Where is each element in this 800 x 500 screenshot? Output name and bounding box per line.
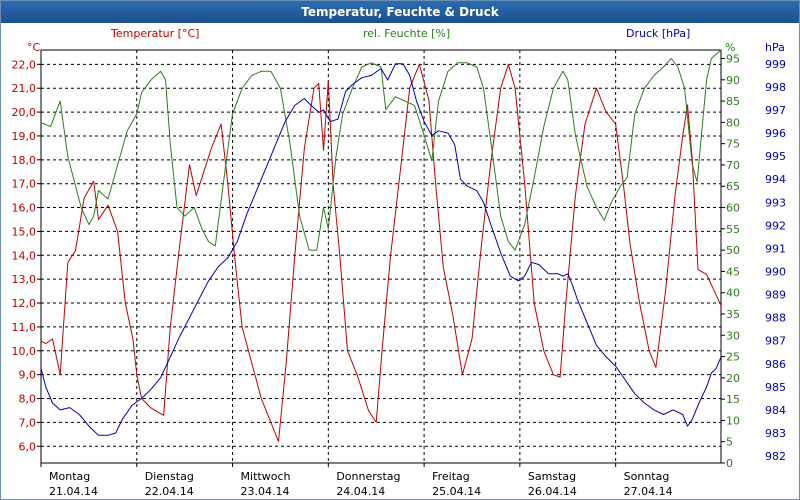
humidity-tick-label: 45 xyxy=(726,265,740,278)
pressure-tick-label: 994 xyxy=(765,173,786,186)
pressure-tick-label: 991 xyxy=(765,242,786,255)
humidity-tick-label: 65 xyxy=(726,180,740,193)
pressure-tick-label: 995 xyxy=(765,150,786,163)
temperature-tick-label: 12,0 xyxy=(12,297,37,310)
pressure-tick-label: 988 xyxy=(765,312,786,325)
humidity-tick-label: 80 xyxy=(726,116,740,129)
humidity-tick-label: 5 xyxy=(726,436,733,449)
humidity-tick-label: 70 xyxy=(726,159,740,172)
x-tick-day-label: Dienstag xyxy=(145,470,194,483)
pressure-tick-label: 990 xyxy=(765,265,786,278)
humidity-tick-label: 95 xyxy=(726,53,740,66)
humidity-tick-label: 90 xyxy=(726,74,740,87)
window-title: Temperatur, Feuchte & Druck xyxy=(1,1,799,23)
chart-series xyxy=(40,49,722,442)
pressure-tick-label: 999 xyxy=(765,58,786,71)
x-tick-day-label: Montag xyxy=(49,470,90,483)
temperature-tick-label: 18,0 xyxy=(12,154,37,167)
humidity-unit: % xyxy=(725,41,735,54)
humidity-tick-label: 15 xyxy=(726,393,740,406)
x-tick-day-label: Samstag xyxy=(528,470,576,483)
pressure-unit: hPa xyxy=(765,41,785,54)
chart-axes: 6,0 7,0 8,0 9,0 10,0 11,0 12,0 13,0 14,0 15,0 16,0… xyxy=(12,53,787,498)
pressure-tick-label: 983 xyxy=(765,427,786,440)
temperature-tick-label: 10,0 xyxy=(12,345,37,358)
temperature-tick-label: 16,0 xyxy=(12,202,37,215)
chart-background xyxy=(1,23,799,499)
temperature-tick-label: 20,0 xyxy=(12,106,37,119)
temperature-tick-label: 6,0 xyxy=(19,440,37,453)
pressure-tick-label: 992 xyxy=(765,219,786,232)
x-tick-date-label: 26.04.14 xyxy=(528,485,577,498)
humidity-tick-label: 60 xyxy=(726,202,740,215)
x-tick-day-label: Mittwoch xyxy=(241,470,291,483)
humidity-tick-label: 35 xyxy=(726,308,740,321)
pressure-tick-label: 996 xyxy=(765,127,786,140)
humidity-tick-label: 50 xyxy=(726,244,740,257)
pressure-axis-title: Druck [hPa] xyxy=(626,27,690,40)
humidity-tick-label: 30 xyxy=(726,329,740,342)
x-tick-date-label: 23.04.14 xyxy=(241,485,290,498)
x-tick-date-label: 21.04.14 xyxy=(49,485,98,498)
pressure-tick-label: 997 xyxy=(765,104,786,117)
weather-chart: 6,0 7,0 8,0 9,0 10,0 11,0 12,0 13,0 14,0 15,0 16,0… xyxy=(1,23,799,499)
temperature-tick-label: 8,0 xyxy=(19,393,37,406)
x-tick-date-label: 27.04.14 xyxy=(624,485,673,498)
temperature-tick-label: 13,0 xyxy=(12,273,37,286)
humidity-tick-label: 55 xyxy=(726,223,740,236)
temperature-tick-label: 22,0 xyxy=(12,58,37,71)
pressure-tick-label: 989 xyxy=(765,289,786,302)
humidity-tick-label: 0 xyxy=(726,457,733,470)
pressure-tick-label: 998 xyxy=(765,81,786,94)
x-tick-date-label: 25.04.14 xyxy=(432,485,481,498)
temperature-tick-label: 17,0 xyxy=(12,178,37,191)
humidity-tick-label: 25 xyxy=(726,351,740,364)
temperature-tick-label: 7,0 xyxy=(19,416,37,429)
temperature-tick-label: 9,0 xyxy=(19,369,37,382)
x-tick-date-label: 22.04.14 xyxy=(145,485,194,498)
humidity-tick-label: 85 xyxy=(726,95,740,108)
pressure-tick-label: 987 xyxy=(765,335,786,348)
temperature-unit: °C xyxy=(27,41,41,54)
temperature-tick-label: 21,0 xyxy=(12,82,37,95)
series-line-pressure xyxy=(40,63,722,436)
x-tick-date-label: 24.04.14 xyxy=(336,485,385,498)
pressure-tick-label: 982 xyxy=(765,450,786,463)
temperature-tick-label: 14,0 xyxy=(12,249,37,262)
pressure-tick-label: 993 xyxy=(765,196,786,209)
temperature-tick-label: 11,0 xyxy=(12,321,37,334)
chart-grid xyxy=(40,49,722,464)
pressure-tick-label: 984 xyxy=(765,404,786,417)
x-tick-day-label: Freitag xyxy=(432,470,470,483)
pressure-tick-label: 985 xyxy=(765,381,786,394)
x-tick-day-label: Donnerstag xyxy=(336,470,400,483)
temperature-tick-label: 15,0 xyxy=(12,225,37,238)
humidity-tick-label: 20 xyxy=(726,372,740,385)
x-tick-day-label: Sonntag xyxy=(624,470,670,483)
plot-frame xyxy=(40,49,722,464)
humidity-tick-label: 40 xyxy=(726,287,740,300)
humidity-tick-label: 75 xyxy=(726,138,740,151)
humidity-axis-title: rel. Feuchte [%] xyxy=(363,27,450,40)
series-line-humidity xyxy=(40,49,722,251)
temperature-axis-title: Temperatur [°C] xyxy=(110,27,199,40)
pressure-tick-label: 986 xyxy=(765,358,786,371)
humidity-tick-label: 10 xyxy=(726,414,740,427)
temperature-tick-label: 19,0 xyxy=(12,130,37,143)
